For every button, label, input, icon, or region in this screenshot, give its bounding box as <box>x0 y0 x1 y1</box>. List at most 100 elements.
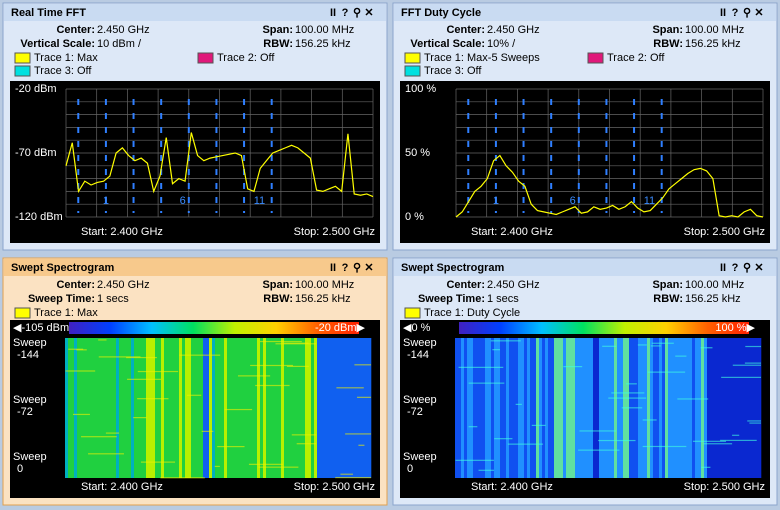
trace-swatch[interactable] <box>404 52 421 64</box>
control-button[interactable]: II <box>330 262 336 274</box>
spectrogram-column <box>86 338 90 478</box>
control-button[interactable]: ⚲ <box>353 262 361 274</box>
spectrogram-column <box>137 338 141 478</box>
scale-min: ◀0 % <box>403 322 431 334</box>
control-button[interactable]: ⚲ <box>353 7 361 19</box>
spectrogram-column <box>200 338 204 478</box>
spectrogram-column <box>548 338 552 478</box>
spectrogram-column <box>689 338 693 478</box>
sweep-label: Sweep <box>403 451 437 463</box>
control-button[interactable]: II <box>330 7 336 19</box>
trace-swatch[interactable] <box>197 52 214 64</box>
sweep-label: Sweep <box>13 337 47 349</box>
spectrogram-column <box>287 338 291 478</box>
spectrogram-column <box>614 338 618 478</box>
spectrogram-streak <box>105 432 119 434</box>
control-button[interactable]: ? <box>732 7 739 19</box>
spectrogram-column <box>620 338 624 478</box>
spectrogram-column <box>506 338 510 478</box>
start-label: Start: 2.400 GHz <box>471 481 553 493</box>
stop-label: Stop: 2.500 GHz <box>294 226 375 238</box>
spectrogram-column <box>248 338 252 478</box>
spectrogram-streak <box>703 443 733 445</box>
spectrogram-column <box>254 338 258 478</box>
spectrogram-column <box>239 338 243 478</box>
field-value: 100.00 MHz <box>685 24 744 36</box>
spectrogram-column <box>74 338 78 478</box>
trace-swatch[interactable] <box>404 307 421 319</box>
spectrogram-column <box>197 338 201 478</box>
spectrogram-column <box>185 338 189 478</box>
spectrogram-column <box>107 338 111 478</box>
spectrogram-column <box>284 338 288 478</box>
spectrogram-streak <box>492 349 500 351</box>
spectrogram-streak <box>81 436 117 438</box>
control-button[interactable]: ✕ <box>754 262 763 274</box>
control-button[interactable]: ✕ <box>754 7 763 19</box>
spectrogram-streak <box>720 439 757 441</box>
spectrogram-column <box>230 338 234 478</box>
control-button[interactable]: ✕ <box>364 7 373 19</box>
field-value: 100.00 MHz <box>295 279 354 291</box>
spectrogram-column <box>515 338 519 478</box>
title-bar <box>394 259 776 276</box>
spectrogram-column <box>212 338 216 478</box>
spectrogram-streak <box>650 345 661 347</box>
spectrogram-column <box>365 338 369 478</box>
spectrogram-column <box>467 338 471 478</box>
spectrogram-streak <box>647 371 686 373</box>
spectrogram-column <box>161 338 165 478</box>
control-button[interactable]: ⚲ <box>743 7 751 19</box>
trace-swatch[interactable] <box>14 307 31 319</box>
spectrogram-column <box>458 338 462 478</box>
field-label: Center: <box>56 24 95 36</box>
trace-swatch[interactable] <box>587 52 604 64</box>
spectrogram-streak <box>255 384 290 387</box>
spectrogram-column <box>152 338 156 478</box>
spectrogram-column <box>572 338 576 478</box>
spectrogram-streak <box>179 354 221 356</box>
spectrogram-streak <box>160 477 205 479</box>
color-bar <box>459 322 749 334</box>
spectrogram-column <box>602 338 606 478</box>
spectrogram-streak <box>598 439 636 442</box>
spectrogram-column <box>170 338 174 478</box>
field-label: Vertical Scale: <box>20 38 95 50</box>
field-label: Center: <box>446 279 485 291</box>
field-value: 156.25 kHz <box>295 38 351 50</box>
spectrogram-column <box>353 338 357 478</box>
field-label: Center: <box>56 279 95 291</box>
control-button[interactable]: ✕ <box>364 262 373 274</box>
field-label: Center: <box>446 24 485 36</box>
trace-swatch[interactable] <box>404 65 421 77</box>
spectrogram-column <box>557 338 561 478</box>
control-button[interactable]: ? <box>342 7 349 19</box>
trace-swatch[interactable] <box>14 52 31 64</box>
spectrogram-streak <box>357 396 371 398</box>
spectrogram-column <box>521 338 525 478</box>
spectrogram-column <box>746 338 750 478</box>
spectrogram-column <box>641 338 645 478</box>
spectrogram-streak <box>515 403 522 405</box>
spectrogram-streak <box>214 465 220 468</box>
spectrogram-column <box>89 338 93 478</box>
spectrogram-column <box>749 338 753 478</box>
spectrogram-column <box>698 338 702 478</box>
spectrogram-column <box>503 338 507 478</box>
spectrogram-streak <box>531 424 546 427</box>
control-button[interactable]: ? <box>342 262 349 274</box>
spectrogram-column <box>272 338 276 478</box>
spectrogram-column <box>296 338 300 478</box>
field-label: Sweep Time: <box>28 293 95 305</box>
spectrogram-column <box>263 338 267 478</box>
control-button[interactable]: II <box>720 262 726 274</box>
control-button[interactable]: ⚲ <box>743 262 751 274</box>
spectrogram-streak <box>642 419 657 421</box>
trace-label: Trace 1: Duty Cycle <box>424 307 520 319</box>
control-button[interactable]: II <box>720 7 726 19</box>
control-button[interactable]: ? <box>732 262 739 274</box>
trace-swatch[interactable] <box>14 65 31 77</box>
spectrogram-column <box>203 338 207 478</box>
spectrogram-column <box>497 338 501 478</box>
